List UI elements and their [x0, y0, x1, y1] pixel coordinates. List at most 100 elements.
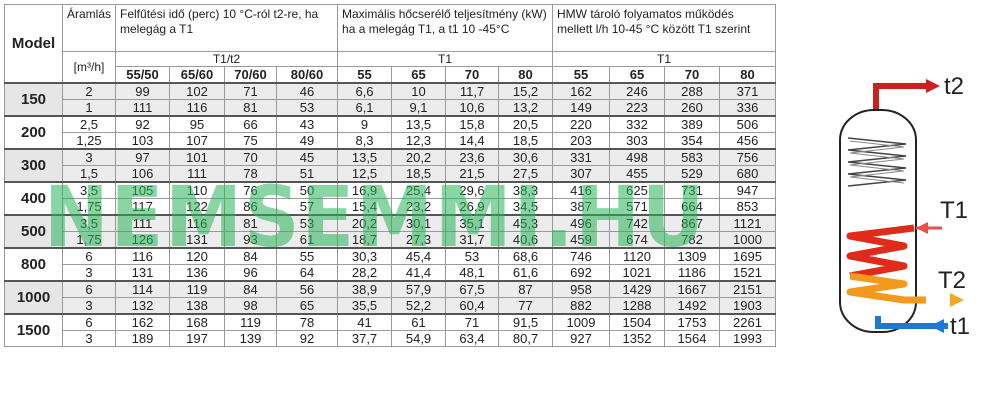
value-cell: 66 [224, 115, 278, 133]
value-cell: 75 [224, 132, 278, 150]
value-cell: 746 [552, 247, 611, 265]
model-name: 400 [4, 181, 63, 216]
value-cell: 664 [664, 198, 721, 216]
value-cell: 9 [337, 115, 393, 133]
value-cell: 43 [276, 115, 339, 133]
value-cell: 122 [169, 198, 226, 216]
value-cell: 116 [169, 99, 226, 117]
heatup-col-header: 55/50 [115, 66, 171, 84]
value-cell: 31,7 [445, 231, 500, 249]
value-cell: 1903 [719, 297, 777, 315]
value-cell: 1504 [609, 313, 666, 331]
value-cell: 11,7 [445, 82, 500, 100]
value-cell: 80,7 [498, 330, 554, 347]
value-cell: 84 [224, 280, 278, 298]
value-cell: 756 [719, 148, 777, 166]
value-cell: 15,2 [498, 82, 554, 100]
value-cell: 45,4 [391, 247, 447, 265]
flow-cell: 6 [61, 247, 117, 265]
upper-coil [847, 137, 907, 187]
table-row: 200 2,5 92 95 66 43 9 13,5 15,8 20,5 220 332 389 506 [4, 115, 777, 150]
value-cell: 81 [224, 99, 278, 117]
heatup-header: Felfűtési idő (perc) 10 °C-ról t2-re, ha… [115, 4, 339, 52]
table-row: 3 131 136 96 64 28,2 41,4 48,1 61,6 692 1021 1186 15… [5, 264, 777, 282]
value-cell: 389 [664, 115, 721, 133]
value-cell: 1009 [552, 313, 611, 331]
value-cell: 455 [609, 165, 666, 183]
value-cell: 57,9 [391, 280, 447, 298]
value-cell: 48,1 [445, 264, 500, 282]
value-cell: 1667 [664, 280, 721, 298]
value-cell: 583 [664, 148, 721, 166]
value-cell: 117 [115, 198, 171, 216]
value-cell: 102 [169, 82, 226, 100]
value-cell: 119 [224, 313, 278, 331]
value-cell: 1309 [664, 247, 721, 265]
hot-outlet-pipe [873, 83, 926, 112]
table-row: 1,75 117 122 86 57 15,4 23,2 26,9 34,5 387 571 664 8… [5, 198, 777, 216]
value-cell: 332 [609, 115, 666, 133]
flow-cell: 2 [61, 82, 117, 100]
value-cell: 1695 [719, 247, 777, 265]
value-cell: 692 [552, 264, 611, 282]
value-cell: 459 [552, 231, 611, 249]
value-cell: 111 [115, 214, 171, 232]
value-cell: 53 [276, 214, 339, 232]
value-cell: 41,4 [391, 264, 447, 282]
lower-coil-hot [846, 224, 915, 280]
value-cell: 331 [552, 148, 611, 166]
flow-cell: 3 [61, 148, 117, 166]
value-cell: 138 [169, 297, 226, 315]
value-cell: 63,4 [445, 330, 500, 347]
value-cell: 742 [609, 214, 666, 232]
T2-label: T2 [938, 267, 966, 294]
hmw-col-header: 55 [552, 66, 611, 84]
value-cell: 45 [276, 148, 339, 166]
value-cell: 50 [276, 181, 339, 199]
value-cell: 131 [169, 231, 226, 249]
value-cell: 54,9 [391, 330, 447, 347]
value-cell: 120 [169, 247, 226, 265]
flow-cell: 2,5 [61, 115, 117, 133]
value-cell: 49 [276, 132, 339, 150]
value-cell: 111 [169, 165, 226, 183]
value-cell: 103 [115, 132, 171, 150]
t1-label: t1 [950, 313, 970, 340]
table-row: 800 6 116 120 84 55 30,3 45,4 53 68,6 746 1120 1309 1… [4, 247, 777, 282]
power-col-header: 70 [445, 66, 500, 84]
value-cell: 13,2 [498, 99, 554, 117]
table-row: 1,25 103 107 75 49 8,3 12,3 14,4 18,5 203 303 354 45… [5, 132, 777, 150]
value-cell: 1753 [664, 313, 721, 331]
value-cell: 51 [276, 165, 339, 183]
value-cell: 40,6 [498, 231, 554, 249]
value-cell: 116 [169, 214, 226, 232]
cold-inlet-pipe [875, 316, 948, 329]
value-cell: 782 [664, 231, 721, 249]
value-cell: 106 [115, 165, 171, 183]
value-cell: 8,3 [337, 132, 393, 150]
flow-cell: 1,25 [61, 132, 117, 150]
value-cell: 29,6 [445, 181, 500, 199]
model-name: 200 [4, 115, 63, 150]
value-cell: 867 [664, 214, 721, 232]
power-col-header: 55 [337, 66, 393, 84]
value-cell: 35,5 [337, 297, 393, 315]
value-cell: 25,4 [391, 181, 447, 199]
value-cell: 6,1 [337, 99, 393, 117]
value-cell: 92 [276, 330, 339, 347]
table-row: 3 189 197 139 92 37,7 54,9 63,4 80,7 927 1352 1564 1… [5, 330, 777, 347]
value-cell: 23,6 [445, 148, 500, 166]
hmw-header: HMW tároló folyamatos működés mellett l/… [552, 4, 777, 52]
power-header: Maximális hőcserélő teljesítmény (kW) ha… [337, 4, 554, 52]
value-cell: 220 [552, 115, 611, 133]
value-cell: 37,7 [337, 330, 393, 347]
value-cell: 35,1 [445, 214, 500, 232]
value-cell: 1021 [609, 264, 666, 282]
model-name: 1000 [4, 280, 63, 315]
power-col-header: 80 [498, 66, 554, 84]
value-cell: 30,1 [391, 214, 447, 232]
T1-arrow-icon [916, 222, 928, 234]
value-cell: 958 [552, 280, 611, 298]
value-cell: 853 [719, 198, 777, 216]
table-row: 300 3 97 101 70 45 13,5 20,2 23,6 30,6 331 498 583 75… [4, 148, 777, 183]
